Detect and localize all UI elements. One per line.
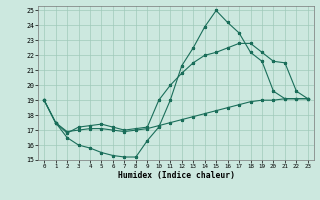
X-axis label: Humidex (Indice chaleur): Humidex (Indice chaleur): [117, 171, 235, 180]
